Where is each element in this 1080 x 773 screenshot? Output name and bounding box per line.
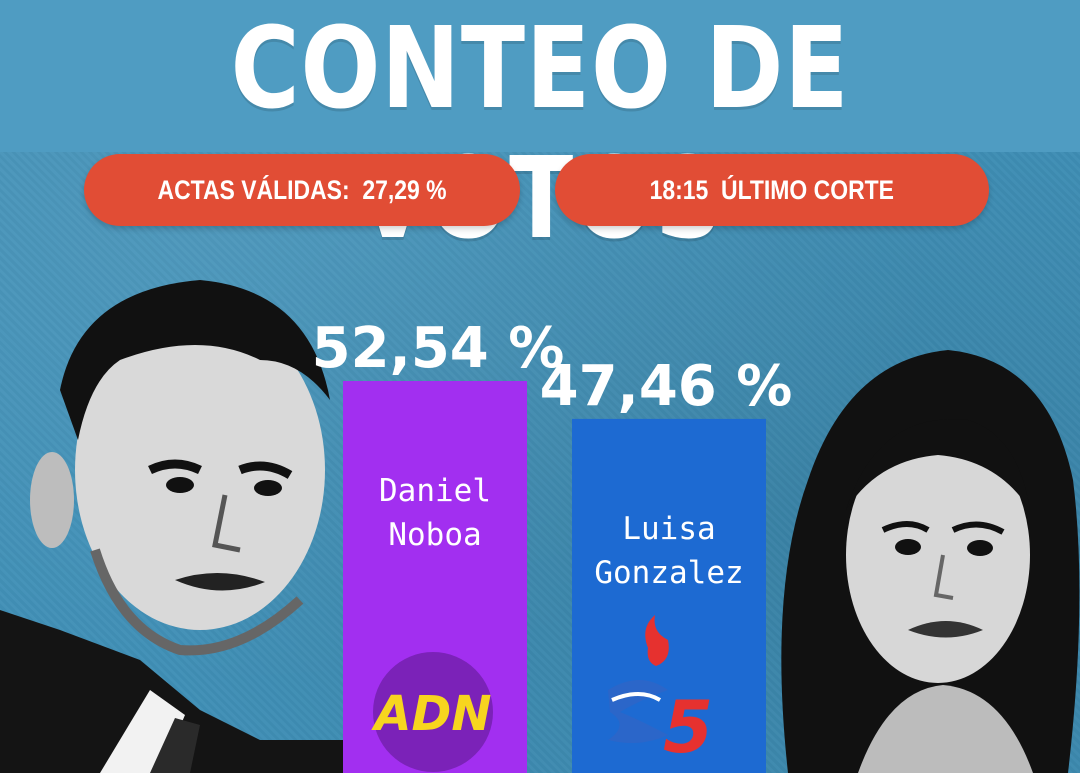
ultimo-corte-badge: 18:15 ÚLTIMO CORTE — [555, 154, 989, 226]
daniel-noboa-photo — [0, 270, 345, 773]
rc5-wave-line-icon — [611, 692, 662, 702]
adn-logo-text: ADN — [370, 686, 491, 742]
value-label-gonzalez: 47,46 % — [540, 354, 793, 419]
title-band — [0, 0, 1080, 152]
bar-gonzalez — [572, 418, 766, 773]
actas-validas-text: ACTAS VÁLIDAS: 27,29 % — [157, 174, 447, 205]
luisa-gonzalez-photo — [768, 340, 1080, 773]
candidate-name-noboa-line-1: Daniel — [379, 473, 491, 509]
ultimo-corte-text: 18:15 ÚLTIMO CORTE — [649, 174, 895, 205]
rc5-logo-number: 5 — [663, 685, 713, 769]
candidate-name-gonzalez-line-1: Luisa — [622, 511, 715, 547]
candidate-name-noboa-line-2: Noboa — [388, 517, 481, 553]
adn-logo-icon — [373, 652, 493, 772]
actas-validas-badge: ACTAS VÁLIDAS: 27,29 % — [84, 154, 520, 226]
candidate-name-gonzalez-line-2: Gonzalez — [594, 555, 743, 591]
value-label-noboa: 52,54 % — [312, 316, 565, 381]
rc5-flame-icon — [645, 615, 669, 666]
